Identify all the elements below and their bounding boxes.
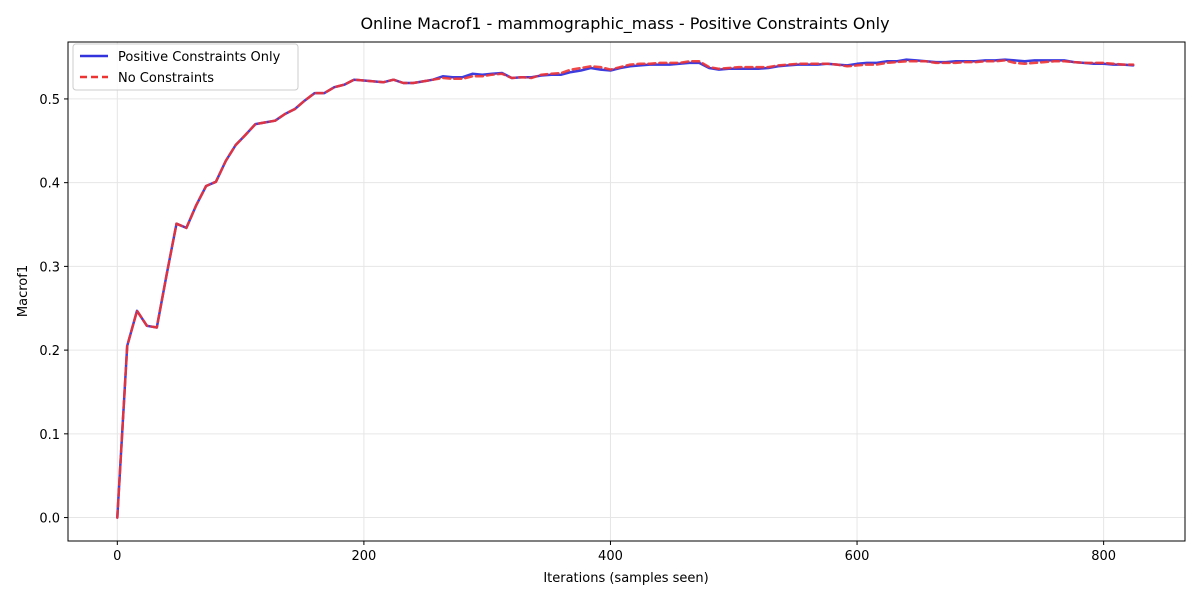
y-tick-label: 0.4 xyxy=(39,177,60,192)
legend-label-no-constraints: No Constraints xyxy=(118,71,214,86)
legend-box xyxy=(72,43,299,91)
series-layer xyxy=(116,58,1135,519)
x-tick-label: 800 xyxy=(1091,549,1116,564)
y-axis: 0.0 0.1 0.2 0.3 0.4 0.5 xyxy=(39,93,68,527)
x-axis-label: Iterations (samples seen) xyxy=(543,571,708,586)
x-tick-label: 0 xyxy=(113,549,121,564)
series-line-no-constraints xyxy=(116,59,1135,519)
legend-label-positive-constraints: Positive Constraints Only xyxy=(118,50,281,65)
plot-frame xyxy=(67,41,1186,542)
x-tick-label: 600 xyxy=(845,549,870,564)
y-tick-label: 0.1 xyxy=(39,428,60,443)
plot-background xyxy=(68,42,1185,541)
y-tick-label: 0.2 xyxy=(39,344,60,359)
x-axis: 0 200 400 600 800 xyxy=(113,541,1116,564)
grid xyxy=(68,42,1185,541)
y-axis-label: Macrof1 xyxy=(16,265,31,317)
x-tick-label: 400 xyxy=(598,549,623,564)
chart-title: Online Macrof1 - mammographic_mass - Pos… xyxy=(360,14,889,34)
y-tick-label: 0.0 xyxy=(39,512,60,527)
y-tick-label: 0.3 xyxy=(39,260,60,275)
plot-area xyxy=(67,41,1186,542)
legend: Positive Constraints Only No Constraints xyxy=(72,43,299,91)
x-tick-label: 200 xyxy=(351,549,376,564)
y-tick-label: 0.5 xyxy=(39,93,60,108)
